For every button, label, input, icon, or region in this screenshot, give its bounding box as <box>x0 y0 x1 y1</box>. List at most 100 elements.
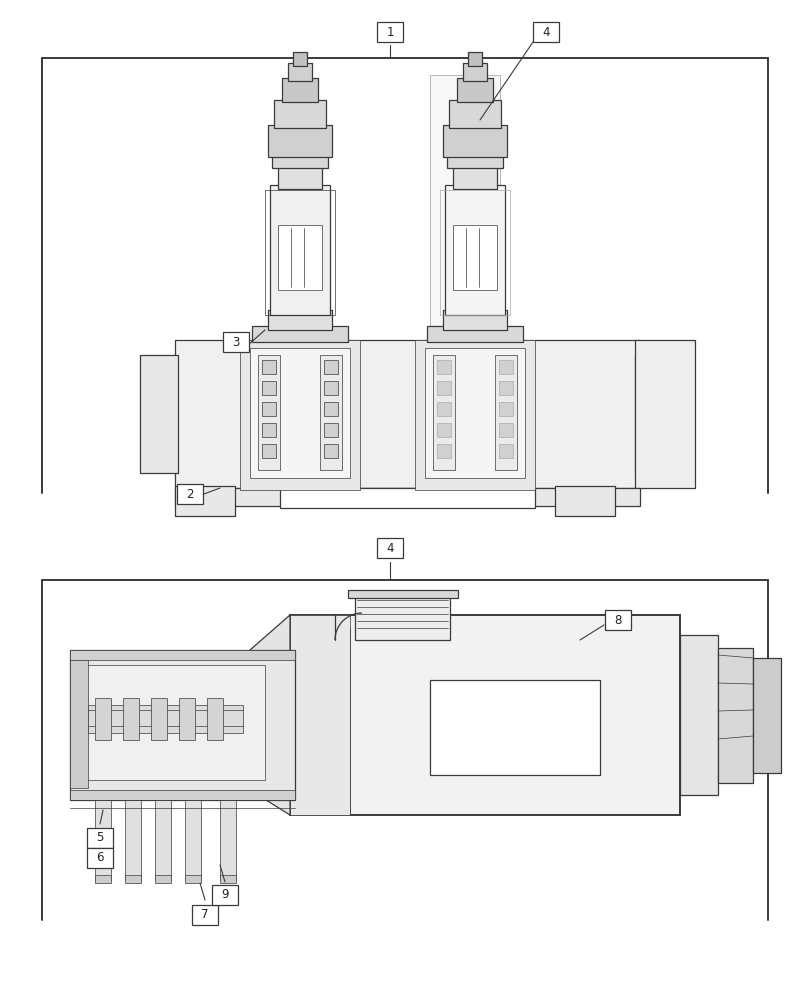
Bar <box>717 648 752 783</box>
Bar <box>448 100 500 128</box>
Bar <box>207 698 223 740</box>
Bar <box>258 355 280 470</box>
Bar <box>324 402 337 416</box>
Bar <box>604 610 630 630</box>
Bar <box>320 355 341 470</box>
Bar <box>430 680 599 775</box>
Bar <box>436 423 450 437</box>
Bar <box>280 488 534 508</box>
Bar <box>532 22 558 42</box>
Bar <box>240 340 359 490</box>
Bar <box>634 355 672 473</box>
Bar <box>122 698 139 740</box>
Bar <box>262 444 276 458</box>
Bar <box>268 310 332 330</box>
Bar <box>220 800 236 880</box>
Bar <box>95 875 111 883</box>
Bar <box>499 444 513 458</box>
Bar <box>324 381 337 395</box>
Bar <box>293 52 307 66</box>
Bar <box>354 595 449 640</box>
Bar <box>80 665 264 780</box>
Bar <box>436 360 450 374</box>
Bar <box>70 650 294 660</box>
Bar <box>87 828 113 848</box>
Text: 4: 4 <box>542 26 549 39</box>
Bar <box>679 635 717 795</box>
Bar <box>432 355 454 470</box>
Bar <box>70 650 294 800</box>
Bar <box>288 63 311 81</box>
Bar <box>376 538 402 558</box>
Bar <box>499 423 513 437</box>
Bar <box>185 875 201 883</box>
Text: 3: 3 <box>232 336 239 349</box>
Bar <box>281 78 318 102</box>
Bar <box>554 486 614 516</box>
Polygon shape <box>250 615 290 815</box>
Bar <box>175 340 639 488</box>
Bar <box>499 402 513 416</box>
Bar <box>457 78 492 102</box>
Bar <box>376 22 402 42</box>
Bar <box>348 590 457 598</box>
Bar <box>634 340 694 488</box>
Bar <box>436 444 450 458</box>
Bar <box>175 486 234 516</box>
Bar <box>272 156 328 168</box>
Bar <box>324 360 337 374</box>
Bar <box>446 156 502 168</box>
Text: 1: 1 <box>386 26 393 39</box>
Bar <box>443 125 506 157</box>
Bar <box>155 875 171 883</box>
Text: 4: 4 <box>386 542 393 554</box>
Text: 9: 9 <box>221 888 229 901</box>
Bar <box>262 423 276 437</box>
Text: 2: 2 <box>186 488 194 500</box>
Bar <box>424 348 525 478</box>
Bar <box>430 75 500 345</box>
Bar <box>95 800 111 880</box>
Bar <box>443 310 506 330</box>
Bar <box>436 381 450 395</box>
Bar <box>139 355 178 473</box>
Bar <box>212 885 238 905</box>
Bar <box>178 698 195 740</box>
Bar <box>290 615 350 815</box>
Bar <box>70 660 88 788</box>
Bar <box>324 423 337 437</box>
Bar <box>70 790 294 800</box>
Bar <box>264 190 335 315</box>
Bar <box>95 698 111 740</box>
Bar <box>270 185 329 315</box>
Bar <box>277 165 322 189</box>
Bar <box>453 165 496 189</box>
Bar <box>262 360 276 374</box>
Bar <box>495 355 517 470</box>
Bar <box>220 875 236 883</box>
Bar <box>88 705 242 733</box>
Bar <box>324 444 337 458</box>
Bar <box>444 185 504 315</box>
Bar <box>462 63 487 81</box>
Bar <box>175 488 639 506</box>
Bar <box>436 402 450 416</box>
Text: 7: 7 <box>201 908 208 921</box>
Bar <box>273 100 325 128</box>
Bar <box>125 875 141 883</box>
Bar <box>752 658 780 773</box>
Bar <box>277 225 322 290</box>
Bar <box>262 402 276 416</box>
Bar <box>191 905 217 925</box>
Bar <box>155 800 171 880</box>
Bar <box>223 332 249 352</box>
Bar <box>251 326 348 342</box>
Bar <box>290 615 679 815</box>
Text: 8: 8 <box>614 613 621 626</box>
Bar <box>499 381 513 395</box>
Bar <box>467 52 482 66</box>
Bar <box>499 360 513 374</box>
Bar <box>262 381 276 395</box>
Bar <box>453 225 496 290</box>
Bar <box>125 800 141 880</box>
